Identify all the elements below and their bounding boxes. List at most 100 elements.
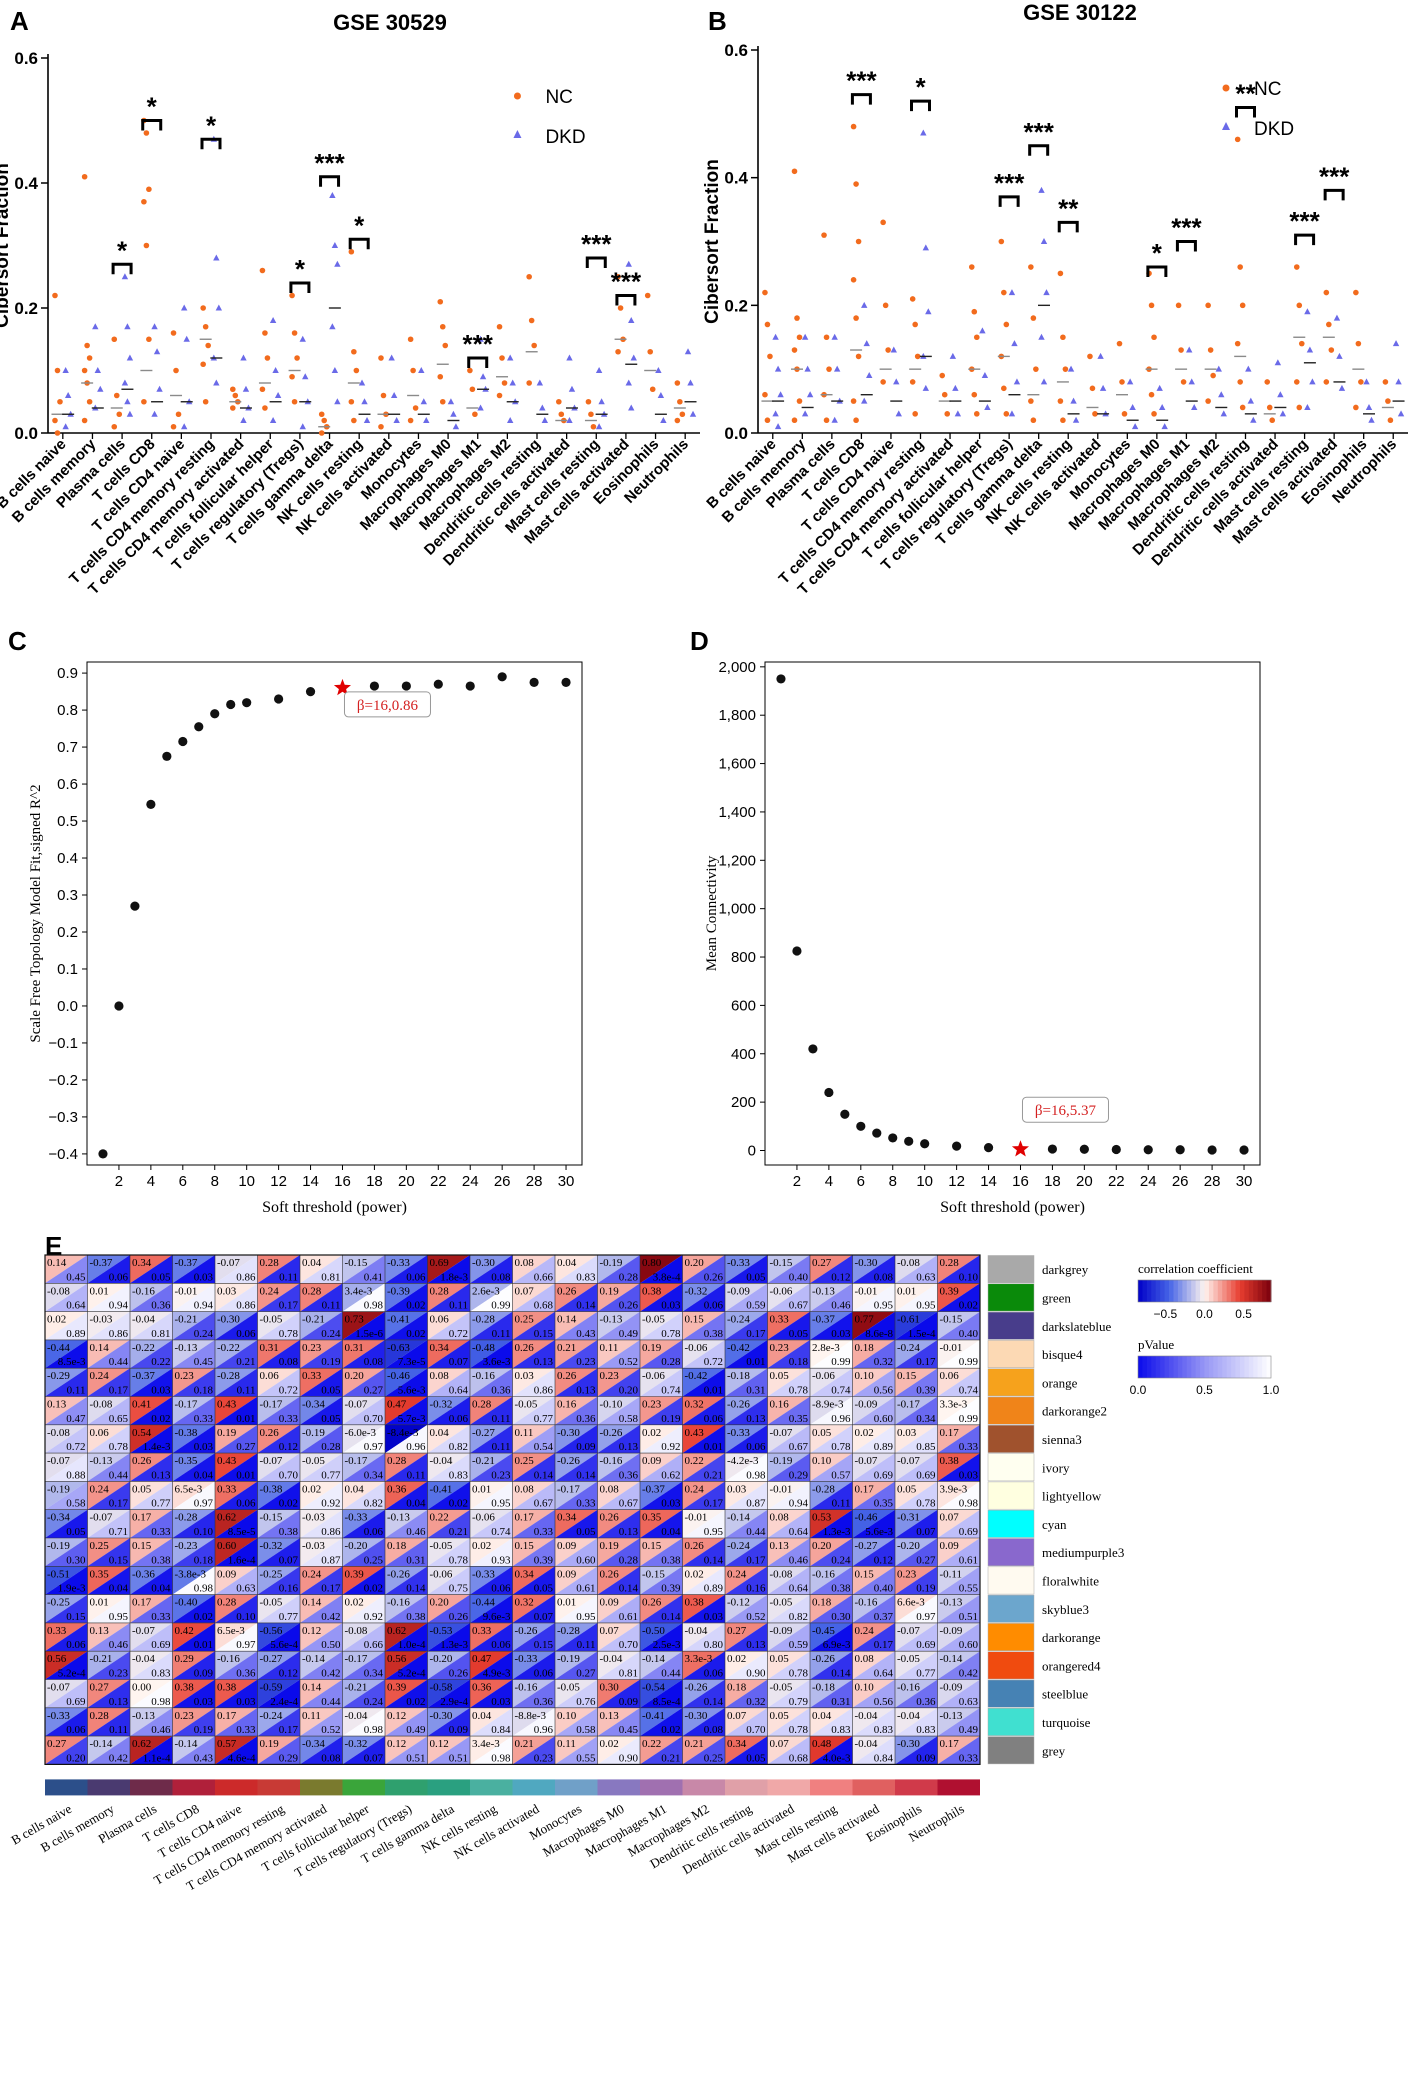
nc-point bbox=[202, 323, 209, 330]
corr-value: -0.06 bbox=[642, 1370, 665, 1382]
corr-value: 0.53 bbox=[812, 1512, 832, 1524]
dkd-point bbox=[1220, 410, 1227, 417]
pvalue-legend-segment bbox=[1213, 1356, 1219, 1378]
pvalue-value: 0.47 bbox=[66, 1413, 86, 1425]
corr-cell bbox=[45, 1707, 88, 1737]
dkd-point bbox=[1129, 403, 1136, 410]
pvalue-cell bbox=[470, 1339, 513, 1369]
nc-point bbox=[1353, 404, 1359, 411]
dkd-point bbox=[1067, 365, 1075, 372]
corr-value: -0.38 bbox=[260, 1483, 283, 1495]
dkd-point bbox=[151, 410, 158, 417]
pvalue-value: 0.26 bbox=[449, 1668, 469, 1680]
nc-point bbox=[796, 334, 803, 341]
pvalue-legend-segment bbox=[1138, 1356, 1143, 1378]
corr-cell bbox=[87, 1707, 130, 1737]
pvalue-cell bbox=[895, 1311, 938, 1340]
corr-cell bbox=[385, 1283, 428, 1312]
pvalue-value: 0.02 bbox=[279, 1498, 298, 1510]
pvalue-cell bbox=[810, 1339, 853, 1369]
pvalue-value: 0.83 bbox=[916, 1724, 936, 1736]
corr-value: -0.41 bbox=[430, 1483, 453, 1495]
pvalue-value: 5.6e-3 bbox=[865, 1526, 893, 1538]
pvalue-legend-segment bbox=[1239, 1356, 1245, 1378]
corr-value: 0.08 bbox=[770, 1512, 790, 1524]
pvalue-value: 0.38 bbox=[661, 1554, 681, 1566]
pvalue-value: 0.98 bbox=[194, 1583, 214, 1595]
pvalue-value: 0.66 bbox=[534, 1271, 554, 1283]
pvalue-value: 0.77 bbox=[534, 1413, 554, 1425]
pvalue-cell bbox=[725, 1453, 768, 1482]
pvalue-cell bbox=[257, 1594, 300, 1623]
corr-value: -0.14 bbox=[727, 1512, 750, 1524]
pvalue-cell bbox=[597, 1594, 640, 1623]
pvalue-cell bbox=[172, 1453, 215, 1482]
pvalue-value: 0.33 bbox=[151, 1526, 171, 1538]
nc-point bbox=[232, 392, 239, 399]
corr-value: -0.48 bbox=[472, 1342, 495, 1354]
dkd-point bbox=[861, 301, 868, 308]
corr-value: 0.48 bbox=[812, 1738, 832, 1750]
corr-value: -0.46 bbox=[855, 1512, 878, 1524]
pvalue-value: 0.14 bbox=[704, 1554, 724, 1566]
data-point bbox=[808, 1044, 818, 1054]
pvalue-value: 0.50 bbox=[321, 1639, 341, 1651]
pvalue-value: 0.11 bbox=[577, 1639, 596, 1651]
pvalue-value: 0.82 bbox=[449, 1441, 468, 1453]
pvalue-cell bbox=[342, 1679, 385, 1708]
corr-value: -0.13 bbox=[940, 1597, 963, 1609]
pvalue-cell bbox=[767, 1283, 810, 1312]
pvalue-cell bbox=[810, 1679, 853, 1708]
pvalue-value: 0.11 bbox=[237, 1385, 256, 1397]
corr-value: 0.03 bbox=[897, 1427, 917, 1439]
y-tick-label: −0.1 bbox=[48, 1035, 78, 1052]
corr-cell bbox=[852, 1339, 895, 1369]
nc-point bbox=[1385, 398, 1391, 404]
corr-value: -0.13 bbox=[132, 1710, 155, 1722]
pvalue-value: 0.12 bbox=[831, 1271, 850, 1283]
significance-label: * bbox=[147, 92, 158, 122]
nc-point bbox=[531, 342, 537, 349]
nc-point bbox=[170, 423, 177, 430]
significance-label: * bbox=[1152, 238, 1163, 268]
significance-label: * bbox=[295, 254, 306, 284]
pvalue-cell bbox=[555, 1622, 598, 1652]
pvalue-cell bbox=[385, 1651, 428, 1680]
pvalue-value: 0.01 bbox=[704, 1385, 723, 1397]
corr-value: 0.04 bbox=[557, 1257, 577, 1269]
pvalue-cell bbox=[937, 1339, 980, 1369]
corr-cell bbox=[87, 1566, 130, 1595]
nc-point bbox=[764, 417, 771, 424]
corr-cell bbox=[87, 1481, 130, 1510]
corr-value: 0.28 bbox=[472, 1399, 492, 1411]
nc-point bbox=[291, 330, 298, 336]
pvalue-value: 0.64 bbox=[789, 1526, 809, 1538]
dkd-point bbox=[1274, 359, 1282, 366]
nc-point bbox=[764, 321, 771, 328]
corr-cell bbox=[640, 1283, 683, 1312]
corr-value: -8.4e-3 bbox=[387, 1427, 419, 1439]
corr-value: 0.23 bbox=[302, 1342, 322, 1354]
pvalue-value: 0.95 bbox=[576, 1611, 596, 1623]
pvalue-cell bbox=[172, 1311, 215, 1340]
x-axis-label: Soft threshold (power) bbox=[262, 1199, 407, 1216]
corr-value: -0.11 bbox=[940, 1568, 963, 1580]
nc-point bbox=[81, 417, 88, 424]
pvalue-cell bbox=[427, 1707, 470, 1737]
corr-value: 0.36 bbox=[472, 1682, 492, 1694]
corr-value: 0.57 bbox=[217, 1738, 237, 1750]
pvalue-value: 0.05 bbox=[789, 1328, 809, 1340]
pvalue-value: 0.06 bbox=[66, 1724, 86, 1736]
x-tick-label: 20 bbox=[398, 1173, 415, 1190]
pvalue-cell bbox=[130, 1396, 173, 1425]
pvalue-value: 0.72 bbox=[449, 1328, 468, 1340]
corr-legend-tick: −0.5 bbox=[1154, 1307, 1178, 1321]
pvalue-value: 0.68 bbox=[789, 1752, 809, 1764]
corr-value: -0.19 bbox=[47, 1483, 70, 1495]
corr-value: 0.03 bbox=[515, 1370, 535, 1382]
corr-value: 0.26 bbox=[557, 1370, 577, 1382]
pvalue-cell bbox=[257, 1283, 300, 1312]
pvalue-cell bbox=[87, 1453, 130, 1482]
data-point bbox=[856, 1121, 866, 1131]
pvalue-value: 0.03 bbox=[704, 1611, 724, 1623]
